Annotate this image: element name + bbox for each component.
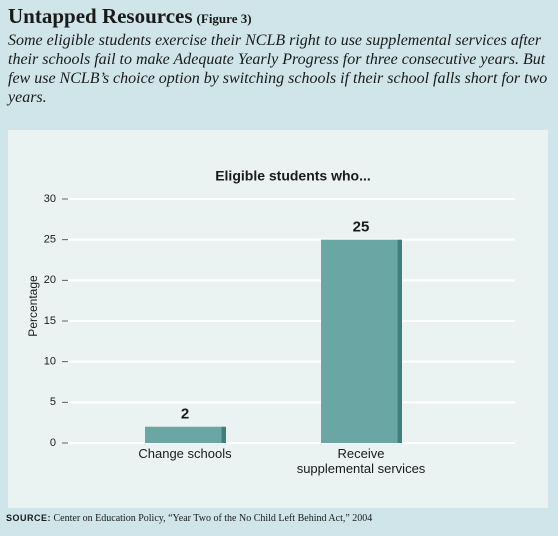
y-tick-label: 20 [44,274,56,286]
y-tick-label: 15 [44,315,56,327]
data-label: 2 [181,406,189,423]
x-tick-label: Change schools [138,446,232,461]
y-tick-label: 30 [44,193,56,205]
y-tick-label: 0 [50,437,56,449]
chart-title: Eligible students who... [215,168,371,184]
bar [321,239,402,443]
source-label: SOURCE: [6,513,52,523]
title: Untapped Resources [8,4,193,28]
header: Untapped Resources (Figure 3) Some eligi… [8,4,550,107]
figure-label: (Figure 3) [196,11,252,26]
y-tick-label: 10 [44,356,56,368]
x-tick-label: Receive supplemental services [296,446,426,476]
source: SOURCE: Center on Education Policy, “Yea… [6,513,372,524]
bar [145,426,226,443]
data-label: 25 [353,219,370,236]
y-tick-label: 5 [50,396,56,408]
y-axis-label: Percentage [26,275,40,337]
chart-panel [8,130,548,508]
y-tick-label: 25 [44,234,56,246]
source-text: Center on Education Policy, “Year Two of… [53,513,373,524]
subtitle: Some eligible students exercise their NC… [8,32,548,106]
